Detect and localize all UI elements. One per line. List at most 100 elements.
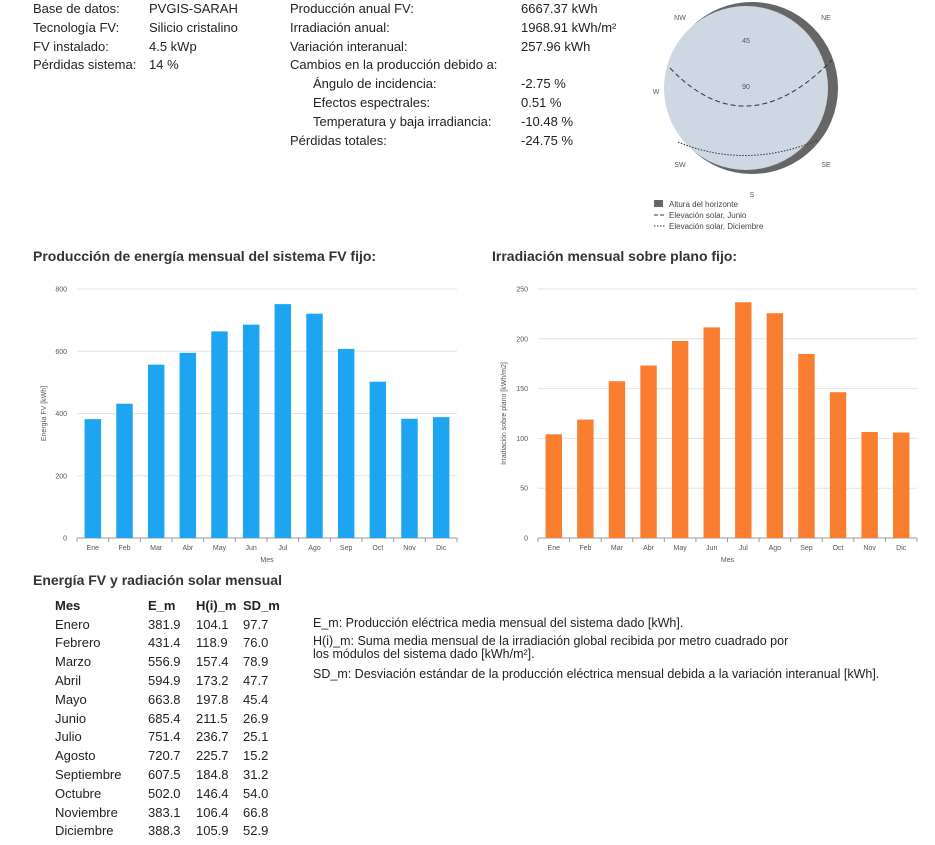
cell-sdm: 78.9: [243, 654, 269, 670]
info-value: -2.75 %: [521, 76, 566, 92]
irradiation-chart: 0 50 100 150 200 250 Ene Feb Mar Abr May Jun Jul Ago S…: [501, 287, 918, 564]
table-row: Abril 594.9 173.2 47.7: [55, 671, 280, 690]
info-row: Efectos espectrales: 0.51 %: [290, 94, 616, 113]
cell-him: 236.7: [196, 729, 229, 745]
bar: [147, 364, 165, 538]
cell-em: 594.9: [148, 673, 181, 689]
cell-month: Septiembre: [55, 767, 122, 783]
y-tick-label: 100: [516, 436, 528, 443]
table-row: Agosto 720.7 225.7 15.2: [55, 746, 280, 765]
bar: [829, 392, 847, 538]
monthly-table: Mes E_m H(i)_m SD_m Enero 381.9 104.1 97.7 F…: [55, 596, 280, 840]
info-label: Ángulo de incidencia:: [313, 76, 437, 92]
table-row: Diciembre 388.3 105.9 52.9: [55, 822, 280, 841]
cell-month: Abril: [55, 673, 82, 689]
bar: [211, 331, 228, 538]
cell-em: 685.4: [148, 710, 181, 726]
x-tick-label: Mar: [150, 545, 163, 552]
info-value: 1968.91 kWh/m²: [521, 19, 617, 35]
info-value: -24.75 %: [521, 132, 574, 148]
info-row: Variación interanual: 257.96 kWh: [290, 38, 616, 57]
bar: [369, 381, 387, 538]
y-tick-label: 0: [63, 536, 67, 543]
direction-w: W: [653, 89, 660, 96]
info-row: Pérdidas totales: -24.75 %: [290, 132, 616, 151]
legend-him-line1: H(i)_m: Suma media mensual de la irradia…: [313, 634, 789, 648]
bar: [798, 353, 815, 538]
x-tick-label: Jun: [246, 545, 257, 552]
info-row: Base de datos: PVGIS-SARAH: [33, 0, 238, 19]
cell-em: 751.4: [148, 729, 181, 745]
x-tick-label: Mar: [611, 545, 624, 552]
info-label: Producción anual FV:: [290, 1, 414, 16]
cell-sdm: 15.2: [243, 748, 269, 764]
y-tick-label: 200: [55, 473, 67, 480]
direction-nw: NW: [674, 15, 686, 22]
energy-chart: 0 200 400 600 800 Ene Feb Mar Abr May Jun Jul Ago Sep…: [41, 287, 458, 564]
info-row: FV instalado: 4.5 kWp: [33, 38, 238, 57]
x-tick-label: Feb: [579, 545, 591, 552]
cell-him: 104.1: [196, 616, 229, 632]
cell-month: Enero: [55, 616, 90, 632]
cell-sdm: 25.1: [243, 729, 269, 745]
info-row: Pérdidas sistema: 14 %: [33, 56, 238, 75]
col-header-month: Mes: [55, 597, 81, 613]
legend-horizon-swatch: [654, 200, 663, 207]
info-left: Base de datos: PVGIS-SARAH Tecnología FV:…: [33, 0, 238, 75]
info-label: Cambios en la producción debido a:: [290, 57, 498, 73]
y-tick-label: 250: [516, 287, 528, 294]
bar: [401, 418, 418, 538]
sky-disc: [664, 6, 828, 170]
table-row: Junio 685.4 211.5 26.9: [55, 709, 280, 728]
cell-him: 146.4: [196, 785, 229, 801]
x-tick-label: Abr: [182, 545, 194, 552]
info-label: Efectos espectrales:: [313, 94, 431, 110]
info-row: Cambios en la producción debido a:: [290, 56, 616, 75]
cell-em: 720.7: [148, 748, 181, 764]
x-tick-label: Ago: [769, 545, 782, 552]
cell-him: 225.7: [196, 748, 229, 764]
bar: [545, 434, 563, 538]
cell-em: 502.0: [148, 785, 181, 801]
x-tick-label: Sep: [340, 545, 353, 552]
elevation-label-90: 90: [742, 84, 750, 91]
cell-month: Junio: [55, 710, 87, 726]
y-tick-label: 0: [524, 536, 528, 543]
cell-him: 211.5: [196, 710, 228, 726]
bar: [274, 304, 292, 538]
cell-him: 173.2: [196, 673, 229, 689]
cell-month: Mayo: [55, 691, 87, 707]
direction-s: S: [750, 192, 755, 199]
x-tick-label: Sep: [800, 545, 813, 552]
x-tick-label: May: [674, 545, 688, 552]
cell-him: 106.4: [196, 804, 229, 820]
table-row: Septiembre 607.5 184.8 31.2: [55, 765, 280, 784]
info-label: Variación interanual:: [290, 38, 408, 54]
cell-sdm: 26.9: [243, 710, 269, 726]
y-tick-label: 400: [55, 411, 67, 418]
bar: [703, 327, 720, 538]
info-label: Temperatura y baja irradiancia:: [313, 113, 492, 129]
bar: [84, 419, 102, 538]
cell-sdm: 45.4: [243, 691, 269, 707]
x-tick-label: Ene: [548, 545, 561, 552]
info-label: Base de datos:: [33, 1, 120, 16]
col-header-em: E_m: [148, 597, 176, 613]
cell-him: 105.9: [196, 823, 229, 839]
table-row: Mayo 663.8 197.8 45.4: [55, 690, 280, 709]
info-label: FV instalado:: [33, 38, 109, 54]
legend-june: Elevación solar, Junio: [669, 211, 747, 220]
x-tick-label: Oct: [372, 545, 383, 552]
y-tick-label: 600: [55, 349, 67, 356]
cell-em: 383.1: [148, 804, 181, 820]
legend-him-line2: los módulos del sistema dado [kWh/m²].: [313, 647, 535, 661]
x-tick-label: May: [213, 545, 227, 552]
info-value: PVGIS-SARAH: [149, 1, 238, 16]
info-value: Silicio cristalino: [149, 19, 238, 35]
x-tick-label: Feb: [118, 545, 130, 552]
info-value: 4.5 kWp: [149, 38, 197, 54]
col-header-him: H(i)_m: [196, 597, 237, 613]
col-header-sdm: SD_m: [243, 597, 280, 613]
x-tick-label: Oct: [833, 545, 844, 552]
y-tick-label: 200: [516, 336, 528, 343]
